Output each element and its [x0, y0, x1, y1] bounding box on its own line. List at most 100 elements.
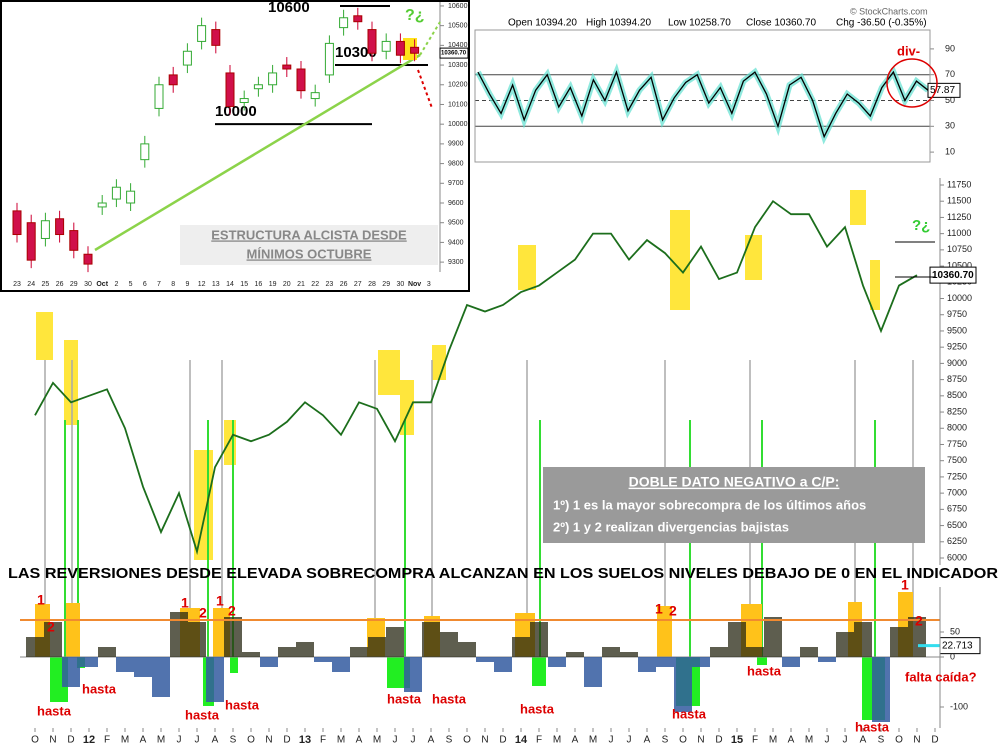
y-tick-label: 10: [945, 146, 955, 156]
candle: [55, 218, 65, 236]
osc-bar: [872, 657, 890, 722]
candle: [339, 17, 349, 29]
osc-bar: [404, 657, 422, 692]
x-tick-label: 13: [212, 281, 220, 288]
candle: [253, 84, 263, 90]
x-tick-label: A: [644, 735, 651, 746]
annotation: hasta: [37, 703, 72, 718]
y-tick-label: 10600: [448, 3, 468, 10]
x-tick-label: N: [481, 735, 488, 746]
x-tick-label: D: [715, 735, 722, 746]
osc-bar: [854, 622, 872, 657]
x-tick-label: S: [230, 735, 237, 746]
trendline: [94, 53, 421, 252]
marker: 1: [901, 577, 909, 593]
x-tick-label: D: [931, 735, 938, 746]
candle: [40, 220, 50, 239]
annotation: hasta: [432, 691, 467, 706]
x-tick-label: A: [212, 735, 219, 746]
candle: [154, 84, 164, 109]
x-tick-label: 7: [157, 281, 161, 288]
osc-bar: [278, 647, 296, 657]
annotation: hasta: [747, 663, 782, 678]
x-tick-label: J: [195, 735, 200, 746]
osc-bar: [26, 637, 44, 657]
x-tick-label: 16: [255, 281, 263, 288]
osc-bar: [44, 622, 62, 657]
candle: [12, 210, 22, 236]
y-tick-label: 10000: [947, 293, 972, 303]
x-tick-label: 5: [129, 281, 133, 288]
x-tick-label: S: [662, 735, 669, 746]
osc-bar: [476, 657, 494, 662]
osc-bar: [494, 657, 512, 672]
x-tick-label: A: [140, 735, 147, 746]
question: ?¿: [405, 7, 425, 24]
y-tick-label: 9900: [448, 141, 464, 148]
y-tick-label: 10000: [448, 121, 468, 128]
y-tick-label: 10500: [448, 22, 468, 29]
x-tick-label: 15: [240, 281, 248, 288]
y-tick-label: 10400: [448, 42, 468, 49]
candle: [367, 29, 377, 54]
x-tick-label: A: [356, 735, 363, 746]
x-tick-label: 23: [13, 281, 21, 288]
y-tick-label: 0: [950, 651, 955, 661]
x-tick-label: O: [679, 735, 687, 746]
osc-bar: [62, 657, 80, 687]
question: ?¿: [912, 217, 930, 234]
y-tick-label: 50: [945, 95, 955, 105]
x-tick-label: O: [31, 735, 39, 746]
x-tick-label: 25: [42, 281, 50, 288]
x-tick-label: 24: [27, 281, 35, 288]
osc-bar: [728, 622, 746, 657]
trend-ext: [419, 21, 441, 56]
x-tick-label: J: [843, 735, 848, 746]
y-tick-label: 9300: [448, 259, 464, 266]
header-item: Open 10394.20: [508, 18, 577, 29]
last-label: 10360.70: [441, 51, 467, 57]
y-tick-label: 7250: [947, 471, 967, 481]
header-item: High 10394.20: [586, 18, 651, 29]
box-title: DOBLE DATO NEGATIVO a C/P:: [629, 474, 840, 490]
last-label: 22.713: [942, 640, 973, 651]
candle: [211, 29, 221, 46]
y-tick-label: 8750: [947, 374, 967, 384]
x-tick-label: M: [553, 735, 561, 746]
marker: 1: [216, 593, 224, 609]
y-tick-label: 90: [945, 43, 955, 53]
osc-bar: [332, 657, 350, 672]
candle: [310, 92, 320, 100]
div-circle: [886, 58, 938, 108]
x-tick-label: 12: [83, 734, 95, 746]
x-tick-label: A: [572, 735, 579, 746]
x-tick-label: M: [337, 735, 345, 746]
level-label: 10000: [215, 103, 257, 120]
y-tick-label: 6250: [947, 536, 967, 546]
x-tick-label: A: [860, 735, 867, 746]
candle: [83, 253, 93, 265]
highlight: [194, 450, 213, 560]
x-tick-label: 30: [397, 281, 405, 288]
x-tick-label: D: [283, 735, 290, 746]
note-box: [180, 225, 438, 265]
candle: [282, 64, 292, 70]
fall-ext: [417, 69, 433, 109]
last-badge: [439, 47, 469, 59]
candle: [26, 222, 36, 261]
osc-bar: [188, 622, 206, 657]
x-tick-label: J: [609, 735, 614, 746]
marker: 2: [669, 603, 677, 619]
annotation: hasta: [387, 691, 422, 706]
y-tick-label: 7750: [947, 439, 967, 449]
highlight: [850, 190, 866, 225]
osc-bar: [206, 657, 224, 702]
zone-high: [66, 603, 80, 657]
x-tick-label: J: [393, 735, 398, 746]
candle: [324, 42, 334, 76]
osc-bar: [620, 652, 638, 657]
x-tick-label: 22: [311, 281, 319, 288]
x-tick-label: D: [499, 735, 506, 746]
x-tick-label: Oct: [96, 281, 108, 288]
x-tick-label: F: [536, 735, 542, 746]
